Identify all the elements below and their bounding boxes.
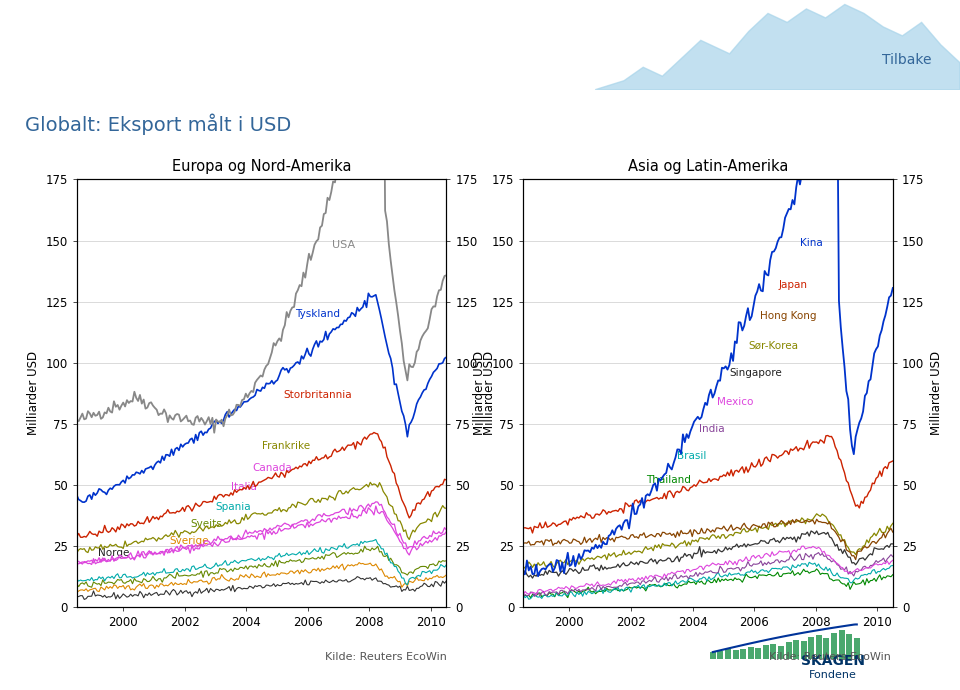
Bar	[709, 652, 716, 659]
Bar	[771, 644, 777, 659]
Bar	[740, 649, 746, 659]
Polygon shape	[595, 5, 960, 90]
Title: Asia og Latin-Amerika: Asia og Latin-Amerika	[628, 159, 788, 174]
Bar	[816, 635, 822, 659]
Bar	[846, 634, 852, 659]
Text: Italia: Italia	[230, 482, 256, 493]
Y-axis label: Milliarder USD: Milliarder USD	[473, 351, 487, 435]
Title: Europa og Nord-Amerika: Europa og Nord-Amerika	[172, 159, 351, 174]
Bar	[801, 641, 806, 659]
Bar	[808, 637, 814, 659]
Text: USA: USA	[332, 240, 355, 250]
Bar	[839, 630, 845, 659]
Text: Sør-Korea: Sør-Korea	[748, 341, 798, 351]
Bar	[824, 638, 829, 659]
Y-axis label: Milliarder USD: Milliarder USD	[483, 351, 496, 435]
Bar	[853, 638, 860, 659]
Bar	[748, 647, 754, 659]
Text: Fondene: Fondene	[809, 670, 856, 680]
Text: Globalt: Eksport målt i USD: Globalt: Eksport målt i USD	[25, 113, 291, 135]
Text: Storbritannia: Storbritannia	[283, 390, 351, 400]
Text: Canada: Canada	[252, 463, 292, 473]
Text: Mexico: Mexico	[717, 397, 754, 407]
Text: India: India	[699, 424, 725, 434]
Text: Frankrike: Frankrike	[261, 441, 310, 451]
Text: Singapore: Singapore	[730, 368, 782, 377]
Bar	[831, 633, 837, 659]
Text: Japan: Japan	[779, 279, 807, 290]
Text: Thailand: Thailand	[646, 475, 691, 485]
Bar	[732, 650, 738, 659]
Text: Brasil: Brasil	[677, 451, 707, 461]
Text: Sverige: Sverige	[169, 536, 208, 546]
Text: Norge: Norge	[98, 549, 130, 558]
Y-axis label: Milliarder USD: Milliarder USD	[929, 351, 943, 435]
Text: SKAGEN: SKAGEN	[801, 654, 865, 668]
Text: Spania: Spania	[215, 502, 251, 512]
Text: Kilde: Reuters EcoWin: Kilde: Reuters EcoWin	[769, 652, 891, 662]
Text: Kilde: Reuters EcoWin: Kilde: Reuters EcoWin	[324, 652, 446, 662]
Text: Hong Kong: Hong Kong	[760, 311, 817, 322]
Bar	[778, 646, 784, 659]
Bar	[756, 648, 761, 659]
Text: Tilbake: Tilbake	[881, 53, 931, 68]
Bar	[717, 651, 724, 659]
Bar	[725, 649, 731, 659]
Bar	[763, 645, 769, 659]
Text: Kina: Kina	[801, 238, 823, 248]
Text: Tyskland: Tyskland	[296, 309, 341, 319]
Bar	[785, 642, 792, 659]
Bar	[793, 640, 799, 659]
Y-axis label: Milliarder USD: Milliarder USD	[27, 351, 40, 435]
Text: Sveits: Sveits	[191, 519, 223, 529]
